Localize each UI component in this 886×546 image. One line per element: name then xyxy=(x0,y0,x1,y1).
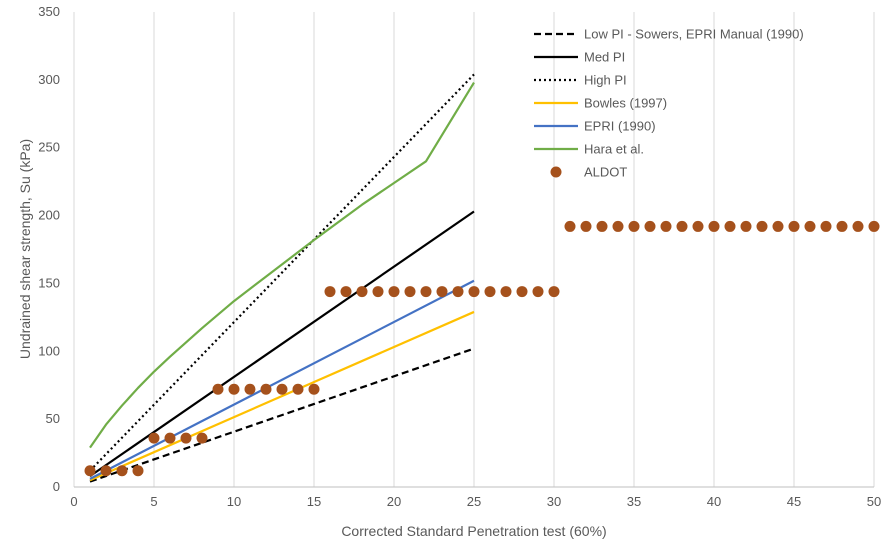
aldot-data-point xyxy=(132,465,144,477)
y-tick-label: 300 xyxy=(38,72,60,87)
aldot-data-point xyxy=(84,465,96,477)
aldot-data-point xyxy=(740,220,752,232)
legend-label: Bowles (1997) xyxy=(584,96,667,111)
aldot-data-point xyxy=(372,286,384,298)
aldot-data-point xyxy=(436,286,448,298)
aldot-data-point xyxy=(276,383,288,395)
legend-label: EPRI (1990) xyxy=(584,119,656,134)
aldot-data-point xyxy=(772,220,784,232)
y-tick-label: 250 xyxy=(38,140,60,155)
y-tick-label: 100 xyxy=(38,343,60,358)
aldot-data-point xyxy=(404,286,416,298)
y-tick-label: 350 xyxy=(38,4,60,19)
legend-label: Med PI xyxy=(584,50,625,65)
y-axis-title: Undrained shear strength, Su (kPa) xyxy=(17,139,33,359)
grid-lines xyxy=(73,12,875,488)
x-tick-label: 15 xyxy=(307,494,321,509)
aldot-data-point xyxy=(580,220,592,232)
aldot-data-point xyxy=(548,286,560,298)
series-line-4 xyxy=(89,279,475,480)
aldot-data-point xyxy=(196,432,208,444)
series-line-2 xyxy=(89,73,475,472)
aldot-data-point xyxy=(452,286,464,298)
aldot-data-point xyxy=(612,220,624,232)
y-tick-label: 150 xyxy=(38,275,60,290)
x-tick-label: 30 xyxy=(547,494,561,509)
x-tick-label: 40 xyxy=(707,494,721,509)
aldot-data-point xyxy=(308,383,320,395)
legend-item: ALDOT xyxy=(550,165,627,180)
y-tick-label: 50 xyxy=(46,411,60,426)
aldot-data-point xyxy=(836,220,848,232)
aldot-data-point xyxy=(228,383,240,395)
aldot-data-point xyxy=(292,383,304,395)
aldot-data-point xyxy=(212,383,224,395)
x-tick-label: 25 xyxy=(467,494,481,509)
aldot-data-point xyxy=(148,432,160,444)
legend-item: EPRI (1990) xyxy=(534,119,656,134)
aldot-data-point xyxy=(756,220,768,232)
aldot-data-point xyxy=(468,286,480,298)
x-tick-label: 45 xyxy=(787,494,801,509)
aldot-data-point xyxy=(644,220,656,232)
aldot-data-point xyxy=(420,286,432,298)
aldot-data-point xyxy=(484,286,496,298)
x-tick-label: 0 xyxy=(70,494,77,509)
aldot-data-point xyxy=(340,286,352,298)
legend-label: High PI xyxy=(584,73,627,88)
x-tick-label: 20 xyxy=(387,494,401,509)
legend-item: Med PI xyxy=(534,50,625,65)
aldot-data-point xyxy=(868,220,880,232)
aldot-data-point xyxy=(116,465,128,477)
legend: Low PI - Sowers, EPRI Manual (1990) Med P… xyxy=(534,27,804,180)
aldot-data-point xyxy=(788,220,800,232)
aldot-data-point xyxy=(628,220,640,232)
aldot-data-point xyxy=(708,220,720,232)
aldot-data-point xyxy=(180,432,192,444)
aldot-data-point xyxy=(500,286,512,298)
x-tick-label: 35 xyxy=(627,494,641,509)
legend-item: Bowles (1997) xyxy=(534,96,667,111)
tick-labels: 0 5 10 15 20 25 30 35 40 45 50 0 50 100 150 200 250 300 35… xyxy=(38,4,881,509)
series-lines xyxy=(89,73,475,483)
legend-item: Hara et al. xyxy=(534,142,644,157)
series-markers xyxy=(84,220,880,477)
series-line-3 xyxy=(89,310,475,482)
x-tick-label: 10 xyxy=(227,494,241,509)
legend-item: Low PI - Sowers, EPRI Manual (1990) xyxy=(534,27,804,42)
aldot-data-point xyxy=(852,220,864,232)
aldot-data-point xyxy=(724,220,736,232)
series-line-5 xyxy=(89,81,475,449)
x-axis-title: Corrected Standard Penetration test (60%… xyxy=(341,523,606,539)
aldot-data-point xyxy=(532,286,544,298)
legend-item: High PI xyxy=(534,73,627,88)
series-line-1 xyxy=(89,210,475,478)
aldot-data-point xyxy=(244,383,256,395)
series-line-0 xyxy=(89,347,475,483)
aldot-data-point xyxy=(100,465,112,477)
y-tick-label: 200 xyxy=(38,208,60,223)
aldot-data-point xyxy=(820,220,832,232)
aldot-data-point xyxy=(692,220,704,232)
x-tick-label: 50 xyxy=(867,494,881,509)
legend-marker xyxy=(550,166,562,178)
legend-label: Low PI - Sowers, EPRI Manual (1990) xyxy=(584,27,804,42)
aldot-data-point xyxy=(388,286,400,298)
aldot-data-point xyxy=(676,220,688,232)
x-tick-label: 5 xyxy=(150,494,157,509)
aldot-data-point xyxy=(660,220,672,232)
aldot-data-point xyxy=(596,220,608,232)
legend-label: Hara et al. xyxy=(584,142,644,157)
y-tick-label: 0 xyxy=(53,479,60,494)
legend-label: ALDOT xyxy=(584,165,627,180)
aldot-data-point xyxy=(356,286,368,298)
aldot-data-point xyxy=(564,220,576,232)
aldot-data-point xyxy=(804,220,816,232)
aldot-data-point xyxy=(324,286,336,298)
aldot-data-point xyxy=(164,432,176,444)
aldot-data-point xyxy=(260,383,272,395)
aldot-data-point xyxy=(516,286,528,298)
